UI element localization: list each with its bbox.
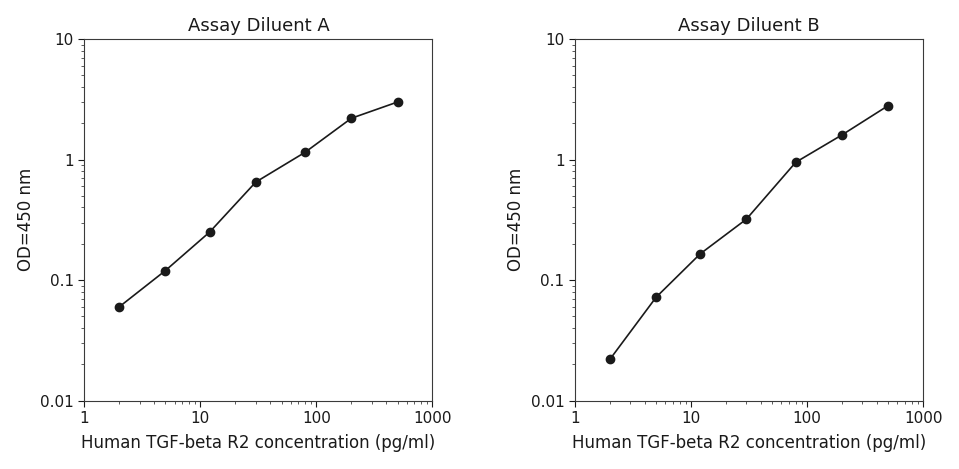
Y-axis label: OD=450 nm: OD=450 nm <box>507 168 526 272</box>
X-axis label: Human TGF-beta R2 concentration (pg/ml): Human TGF-beta R2 concentration (pg/ml) <box>82 434 435 452</box>
Title: Assay Diluent B: Assay Diluent B <box>678 17 820 35</box>
Title: Assay Diluent A: Assay Diluent A <box>188 17 329 35</box>
Y-axis label: OD=450 nm: OD=450 nm <box>16 168 35 272</box>
X-axis label: Human TGF-beta R2 concentration (pg/ml): Human TGF-beta R2 concentration (pg/ml) <box>572 434 926 452</box>
